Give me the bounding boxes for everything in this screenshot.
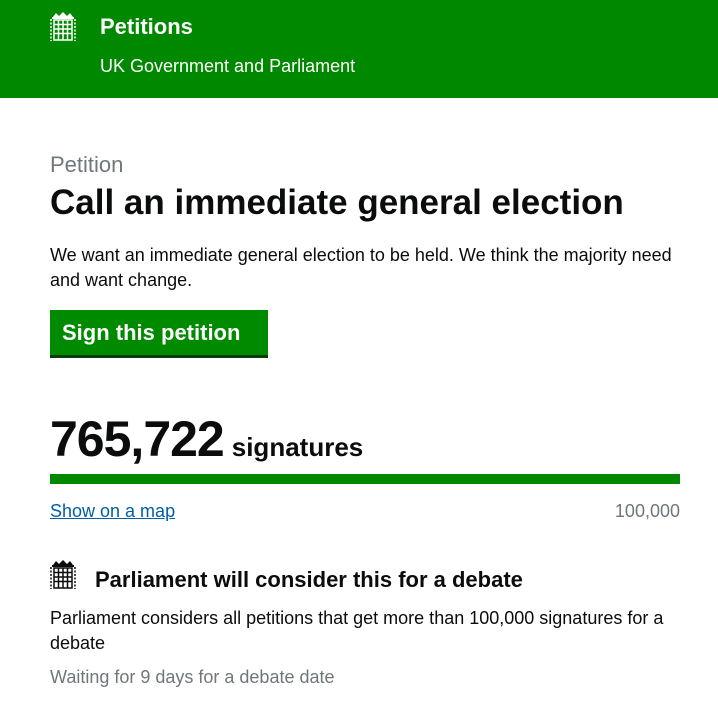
debate-status: Waiting for 9 days for a debate date xyxy=(50,667,335,687)
site-subtitle: UK Government and Parliament xyxy=(100,56,356,76)
portcullis-icon[interactable] xyxy=(50,11,76,43)
site-title[interactable]: Petitions xyxy=(100,14,193,39)
portcullis-icon xyxy=(50,559,76,591)
signature-label: signatures xyxy=(231,432,364,462)
sign-petition-button[interactable]: Sign this petition xyxy=(50,310,268,358)
signature-target: 100,000 xyxy=(614,501,680,521)
signature-number: 765,722 xyxy=(50,411,225,467)
signature-progress-bar xyxy=(50,474,680,484)
signature-count: 765,722 signatures xyxy=(50,410,363,468)
show-on-map-link[interactable]: Show on a map xyxy=(50,501,176,521)
debate-heading: Parliament will consider this for a deba… xyxy=(95,567,523,592)
petition-description: We want an immediate general election to… xyxy=(50,245,672,290)
debate-text: Parliament considers all petitions that … xyxy=(50,608,664,653)
page-title: Call an immediate general election xyxy=(50,183,624,222)
site-header: Petitions UK Government and Parliament xyxy=(0,0,718,98)
progress-fill xyxy=(50,474,680,484)
page-kicker: Petition xyxy=(50,152,124,177)
